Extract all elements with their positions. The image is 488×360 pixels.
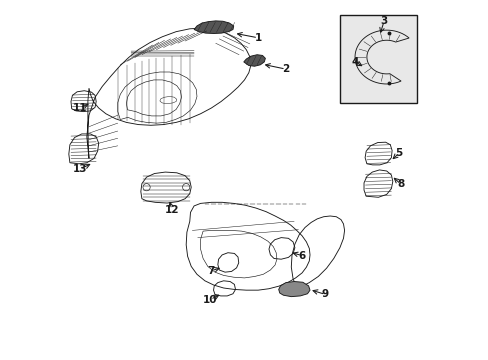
Text: 7: 7 (207, 266, 215, 276)
Text: 3: 3 (380, 16, 387, 26)
Text: 13: 13 (72, 164, 87, 174)
Polygon shape (278, 282, 309, 297)
Polygon shape (194, 21, 233, 33)
Text: 6: 6 (298, 251, 305, 261)
Text: 9: 9 (321, 289, 328, 300)
Text: 1: 1 (254, 33, 261, 43)
Bar (339, 15, 416, 103)
Text: 5: 5 (395, 148, 402, 158)
Text: 12: 12 (164, 204, 179, 215)
Text: 2: 2 (282, 64, 289, 74)
Text: 10: 10 (203, 294, 217, 305)
Text: 8: 8 (397, 179, 404, 189)
Polygon shape (244, 55, 265, 66)
Text: 11: 11 (72, 103, 87, 113)
Text: 4: 4 (351, 57, 358, 67)
